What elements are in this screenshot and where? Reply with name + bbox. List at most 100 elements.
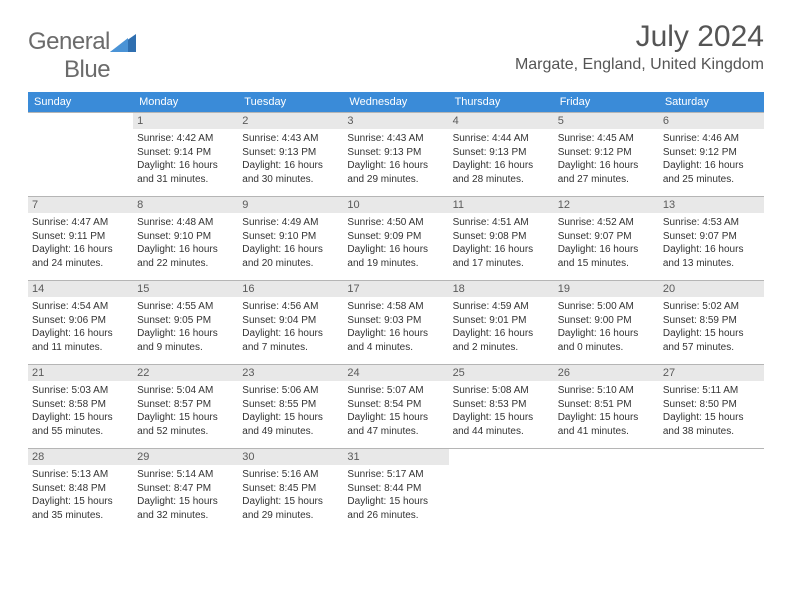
calendar-cell: 12Sunrise: 4:52 AMSunset: 9:07 PMDayligh… xyxy=(554,196,659,280)
day-number: 26 xyxy=(554,365,659,381)
logo-text-blue: Blue xyxy=(64,56,110,83)
day-events: Sunrise: 4:43 AMSunset: 9:13 PMDaylight:… xyxy=(242,132,339,186)
calendar-cell: 22Sunrise: 5:04 AMSunset: 8:57 PMDayligh… xyxy=(133,364,238,448)
calendar-week-row: 28 Sunrise: 5:13 AMSunset: 8:48 PMDayligh… xyxy=(28,448,764,532)
day-number: 8 xyxy=(133,197,238,213)
day-cell: 4Sunrise: 4:44 AMSunset: 9:13 PMDaylight… xyxy=(449,112,554,196)
calendar-cell: 9Sunrise: 4:49 AMSunset: 9:10 PMDaylight… xyxy=(238,196,343,280)
day-number: 6 xyxy=(659,113,764,129)
day-number: 14 xyxy=(28,281,133,297)
day-cell: 25 Sunrise: 5:08 AMSunset: 8:53 PMDayligh… xyxy=(449,364,554,448)
calendar-cell: 23Sunrise: 5:06 AMSunset: 8:55 PMDayligh… xyxy=(238,364,343,448)
calendar-cell: 15 Sunrise: 4:55 AMSunset: 9:05 PMDayligh… xyxy=(133,280,238,364)
calendar-cell: 20Sunrise: 5:02 AMSunset: 8:59 PMDayligh… xyxy=(659,280,764,364)
day-events: Sunrise: 5:14 AMSunset: 8:47 PMDaylight:… xyxy=(137,468,234,522)
empty-day-cell xyxy=(28,112,133,196)
day-events: Sunrise: 4:42 AMSunset: 9:14 PMDaylight:… xyxy=(137,132,234,186)
calendar-cell: 21Sunrise: 5:03 AMSunset: 8:58 PMDayligh… xyxy=(28,364,133,448)
calendar-cell: 31 Sunrise: 5:17 AMSunset: 8:44 PMDayligh… xyxy=(343,448,448,532)
day-number: 27 xyxy=(659,365,764,381)
day-number: 22 xyxy=(133,365,238,381)
day-cell: 27 Sunrise: 5:11 AMSunset: 8:50 PMDayligh… xyxy=(659,364,764,448)
weekday-header: Saturday xyxy=(659,92,764,112)
calendar-cell: 24Sunrise: 5:07 AMSunset: 8:54 PMDayligh… xyxy=(343,364,448,448)
day-events: Sunrise: 5:11 AMSunset: 8:50 PMDaylight:… xyxy=(663,384,760,438)
calendar-cell: 26Sunrise: 5:10 AMSunset: 8:51 PMDayligh… xyxy=(554,364,659,448)
day-events: Sunrise: 4:46 AMSunset: 9:12 PMDaylight:… xyxy=(663,132,760,186)
weekday-header: Monday xyxy=(133,92,238,112)
day-number: 5 xyxy=(554,113,659,129)
calendar-cell: 25 Sunrise: 5:08 AMSunset: 8:53 PMDayligh… xyxy=(449,364,554,448)
day-events: Sunrise: 4:59 AMSunset: 9:01 PMDaylight:… xyxy=(453,300,550,354)
calendar-cell: 3Sunrise: 4:43 AMSunset: 9:13 PMDaylight… xyxy=(343,112,448,196)
day-number: 2 xyxy=(238,113,343,129)
day-cell: 26Sunrise: 5:10 AMSunset: 8:51 PMDayligh… xyxy=(554,364,659,448)
month-year-title: July 2024 xyxy=(515,20,764,54)
calendar-cell: 10Sunrise: 4:50 AMSunset: 9:09 PMDayligh… xyxy=(343,196,448,280)
day-events: Sunrise: 4:55 AMSunset: 9:05 PMDaylight:… xyxy=(137,300,234,354)
calendar-cell: 19Sunrise: 5:00 AMSunset: 9:00 PMDayligh… xyxy=(554,280,659,364)
day-cell: 19Sunrise: 5:00 AMSunset: 9:00 PMDayligh… xyxy=(554,280,659,364)
calendar-table: SundayMondayTuesdayWednesdayThursdayFrid… xyxy=(28,92,764,532)
day-number: 25 xyxy=(449,365,554,381)
weekday-header: Tuesday xyxy=(238,92,343,112)
day-cell: 10Sunrise: 4:50 AMSunset: 9:09 PMDayligh… xyxy=(343,196,448,280)
day-events: Sunrise: 4:47 AMSunset: 9:11 PMDaylight:… xyxy=(32,216,129,270)
day-cell: 14 Sunrise: 4:54 AMSunset: 9:06 PMDayligh… xyxy=(28,280,133,364)
calendar-cell xyxy=(554,448,659,532)
day-number: 23 xyxy=(238,365,343,381)
day-events: Sunrise: 4:48 AMSunset: 9:10 PMDaylight:… xyxy=(137,216,234,270)
day-cell: 2 Sunrise: 4:43 AMSunset: 9:13 PMDaylight… xyxy=(238,112,343,196)
day-cell: 16Sunrise: 4:56 AMSunset: 9:04 PMDayligh… xyxy=(238,280,343,364)
day-events: Sunrise: 4:51 AMSunset: 9:08 PMDaylight:… xyxy=(453,216,550,270)
day-number: 31 xyxy=(343,449,448,465)
day-events: Sunrise: 5:08 AMSunset: 8:53 PMDaylight:… xyxy=(453,384,550,438)
day-number: 18 xyxy=(449,281,554,297)
location-subtitle: Margate, England, United Kingdom xyxy=(515,56,764,74)
calendar-cell: 29Sunrise: 5:14 AMSunset: 8:47 PMDayligh… xyxy=(133,448,238,532)
day-events: Sunrise: 5:17 AMSunset: 8:44 PMDaylight:… xyxy=(347,468,444,522)
day-cell: 18 Sunrise: 4:59 AMSunset: 9:01 PMDayligh… xyxy=(449,280,554,364)
day-number: 15 xyxy=(133,281,238,297)
day-events: Sunrise: 5:16 AMSunset: 8:45 PMDaylight:… xyxy=(242,468,339,522)
day-cell: 22Sunrise: 5:04 AMSunset: 8:57 PMDayligh… xyxy=(133,364,238,448)
empty-day-cell xyxy=(449,448,554,532)
day-events: Sunrise: 5:13 AMSunset: 8:48 PMDaylight:… xyxy=(32,468,129,522)
day-number: 13 xyxy=(659,197,764,213)
day-number: 3 xyxy=(343,113,448,129)
day-number: 11 xyxy=(449,197,554,213)
calendar-cell: 28 Sunrise: 5:13 AMSunset: 8:48 PMDayligh… xyxy=(28,448,133,532)
day-number: 28 xyxy=(28,449,133,465)
calendar-cell: 7 Sunrise: 4:47 AMSunset: 9:11 PMDaylight… xyxy=(28,196,133,280)
day-cell: 9Sunrise: 4:49 AMSunset: 9:10 PMDaylight… xyxy=(238,196,343,280)
day-number: 19 xyxy=(554,281,659,297)
day-events: Sunrise: 4:50 AMSunset: 9:09 PMDaylight:… xyxy=(347,216,444,270)
calendar-cell: 8 Sunrise: 4:48 AMSunset: 9:10 PMDaylight… xyxy=(133,196,238,280)
day-number: 4 xyxy=(449,113,554,129)
title-block: July 2024 Margate, England, United Kingd… xyxy=(515,20,764,74)
empty-day-cell xyxy=(659,448,764,532)
logo-text-gray: General xyxy=(28,28,110,55)
day-events: Sunrise: 4:58 AMSunset: 9:03 PMDaylight:… xyxy=(347,300,444,354)
calendar-cell: 13 Sunrise: 4:53 AMSunset: 9:07 PMDayligh… xyxy=(659,196,764,280)
day-cell: 20Sunrise: 5:02 AMSunset: 8:59 PMDayligh… xyxy=(659,280,764,364)
calendar-cell: 17Sunrise: 4:58 AMSunset: 9:03 PMDayligh… xyxy=(343,280,448,364)
day-number: 20 xyxy=(659,281,764,297)
calendar-cell: 30Sunrise: 5:16 AMSunset: 8:45 PMDayligh… xyxy=(238,448,343,532)
day-cell: 7 Sunrise: 4:47 AMSunset: 9:11 PMDaylight… xyxy=(28,196,133,280)
day-cell: 13 Sunrise: 4:53 AMSunset: 9:07 PMDayligh… xyxy=(659,196,764,280)
weekday-header: Thursday xyxy=(449,92,554,112)
day-number: 1 xyxy=(133,113,238,129)
day-events: Sunrise: 4:49 AMSunset: 9:10 PMDaylight:… xyxy=(242,216,339,270)
calendar-cell xyxy=(659,448,764,532)
day-cell: 12Sunrise: 4:52 AMSunset: 9:07 PMDayligh… xyxy=(554,196,659,280)
calendar-cell: 6 Sunrise: 4:46 AMSunset: 9:12 PMDaylight… xyxy=(659,112,764,196)
day-number: 24 xyxy=(343,365,448,381)
day-events: Sunrise: 4:53 AMSunset: 9:07 PMDaylight:… xyxy=(663,216,760,270)
calendar-cell: 16Sunrise: 4:56 AMSunset: 9:04 PMDayligh… xyxy=(238,280,343,364)
day-events: Sunrise: 4:54 AMSunset: 9:06 PMDaylight:… xyxy=(32,300,129,354)
calendar-cell xyxy=(28,112,133,196)
day-number: 7 xyxy=(28,197,133,213)
weekday-header: Sunday xyxy=(28,92,133,112)
calendar-cell: 27 Sunrise: 5:11 AMSunset: 8:50 PMDayligh… xyxy=(659,364,764,448)
